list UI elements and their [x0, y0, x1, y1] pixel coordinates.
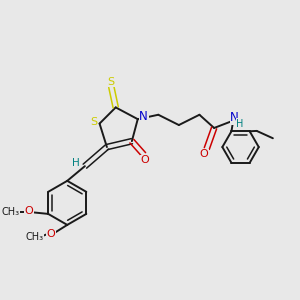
Text: S: S [108, 76, 115, 87]
Text: O: O [200, 149, 208, 159]
Text: O: O [141, 155, 149, 165]
Text: O: O [25, 206, 33, 216]
Text: H: H [72, 158, 79, 168]
Text: S: S [90, 117, 97, 127]
Text: O: O [47, 229, 56, 239]
Text: H: H [236, 118, 243, 129]
Text: N: N [230, 111, 239, 124]
Text: CH₃: CH₃ [25, 232, 44, 242]
Text: CH₃: CH₃ [2, 207, 20, 218]
Text: N: N [139, 110, 148, 123]
